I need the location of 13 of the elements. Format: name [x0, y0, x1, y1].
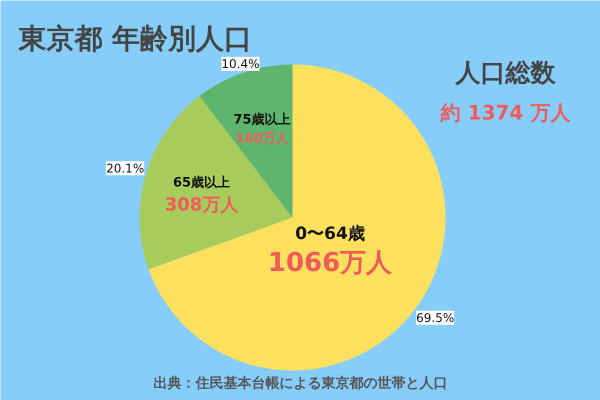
text: 308万人: [164, 194, 240, 216]
source-note: 出典：住民基本台帳による東京都の世帯と人口: [154, 374, 448, 392]
slice-label: 65歳以上: [172, 176, 230, 191]
text: 人口総数: [454, 58, 556, 87]
data-label: 20.1%: [106, 161, 144, 176]
text: 約 1374 万人: [440, 100, 572, 124]
data-label: 10.4%: [221, 56, 260, 71]
text: 1066万人: [268, 248, 394, 278]
slice-label: 75歳以上: [234, 112, 291, 128]
data-label: 69.5%: [416, 310, 454, 325]
slice-label: 0〜64歳: [295, 224, 365, 244]
text: 160万人: [235, 132, 290, 147]
chart-title: 東京都 年齢別人口: [18, 22, 252, 55]
